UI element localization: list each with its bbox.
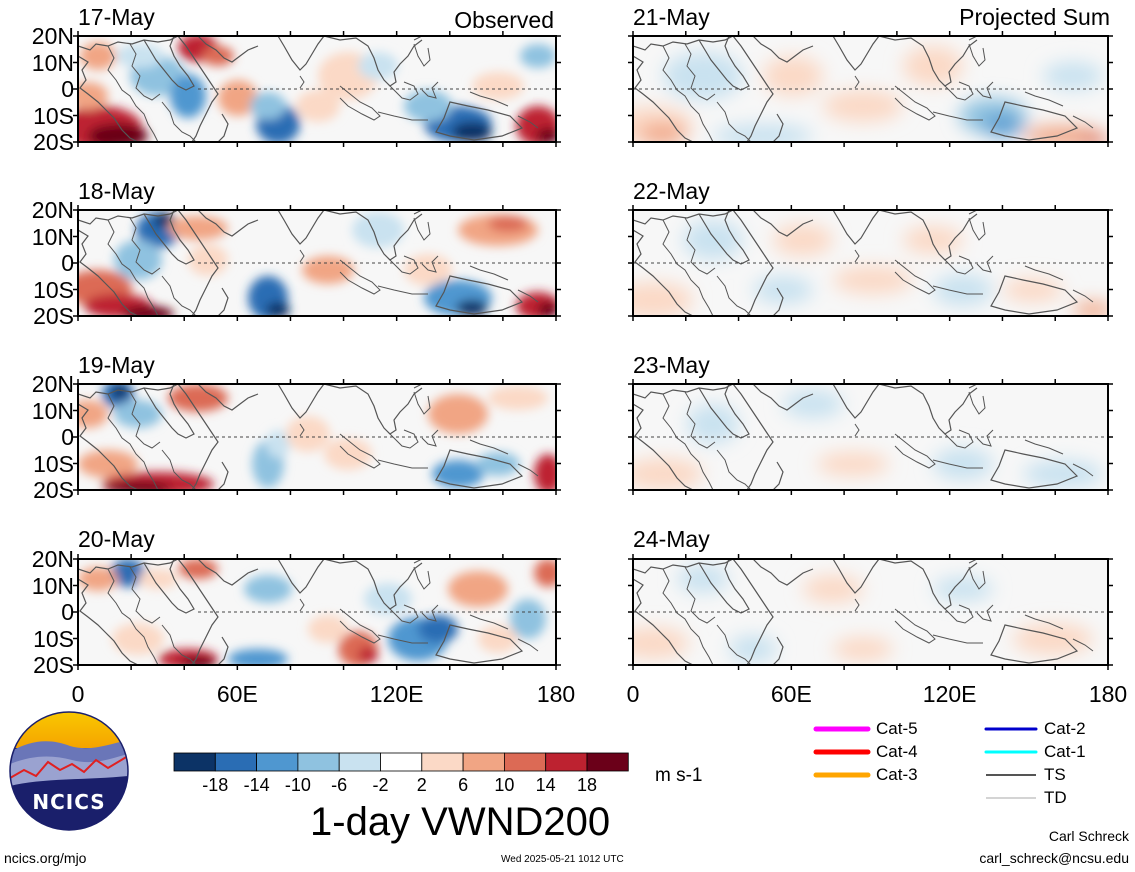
panel-date-projected-4: 24-May [633, 526, 710, 552]
lat-label: 20S [33, 652, 74, 678]
map-panel-21-may [632, 35, 1109, 143]
colorbar-swatch [380, 752, 423, 772]
lat-label: 10S [33, 276, 74, 303]
lat-label: 20N [31, 197, 74, 223]
main-title: 1-day VWND200 [310, 800, 611, 844]
lat-label: 20N [31, 23, 74, 49]
legend-label-cat5: Cat-5 [876, 719, 918, 738]
lat-label: 20S [33, 303, 74, 329]
panel-date-observed-1: 17-May [78, 4, 155, 30]
lat-label: 20N [31, 546, 74, 572]
colorbar-swatch [421, 752, 464, 772]
lat-label: 0 [61, 250, 74, 276]
storm-legend-lines [813, 726, 1038, 799]
projected-label: Projected Sum [959, 4, 1110, 30]
panel-date-observed-4: 20-May [78, 526, 155, 552]
lon-label: 180 [1088, 681, 1128, 707]
lat-label: 0 [61, 76, 74, 102]
colorbar-swatch [462, 752, 505, 772]
footer-url[interactable]: ncics.org/mjo [4, 850, 87, 866]
colorbar-swatch [586, 752, 629, 772]
colorbar-tick-label: 6 [458, 775, 469, 795]
colorbar-tick-label: -14 [243, 775, 270, 795]
lat-label: 10N [31, 49, 74, 76]
lon-label: 120E [369, 681, 424, 707]
colorbar-swatch [338, 752, 381, 772]
colorbar-swatch [214, 752, 257, 772]
panel-date-observed-3: 19-May [78, 352, 155, 378]
panel-date-observed-2: 18-May [78, 178, 155, 204]
lon-label: 0 [626, 681, 640, 707]
lat-label: 10S [33, 625, 74, 652]
lat-label: 10S [33, 102, 74, 129]
lat-label: 10S [33, 450, 74, 477]
colorbar-swatch [545, 752, 588, 772]
colorbar-tick-label: -18 [202, 775, 229, 795]
map-panel-19-may [77, 383, 557, 491]
colorbar [173, 752, 629, 772]
colorbar-tick-label: 2 [416, 775, 427, 795]
ncics-logo [9, 711, 129, 831]
map-panel-20-may [77, 558, 557, 666]
lat-label: 20S [33, 477, 74, 503]
legend-label-cat3: Cat-3 [876, 765, 918, 784]
panel-date-projected-2: 22-May [633, 178, 710, 204]
colorbar-tick-label: 14 [535, 775, 556, 795]
map-panel-17-may [77, 35, 557, 143]
lat-label: 10N [31, 397, 74, 424]
footer-email[interactable]: carl_schreck@ncsu.edu [979, 850, 1129, 866]
lon-label: 120E [922, 681, 977, 707]
lat-label: 0 [61, 424, 74, 450]
observed-label: Observed [454, 7, 554, 33]
map-panel-23-may [632, 383, 1109, 491]
map-panel-18-may [77, 209, 557, 317]
lon-label: 0 [71, 681, 85, 707]
lon-label: 180 [536, 681, 576, 707]
colorbar-swatch [173, 752, 216, 772]
legend-label-cat2: Cat-2 [1044, 719, 1086, 738]
legend-label-td: TD [1044, 788, 1067, 807]
lat-label: 10N [31, 223, 74, 250]
lat-label: 10N [31, 572, 74, 599]
legend-label-ts: TS [1044, 765, 1066, 784]
panel-date-projected-1: 21-May [633, 4, 710, 30]
legend-label-cat4: Cat-4 [876, 742, 918, 761]
colorbar-swatch [297, 752, 340, 772]
footer-timestamp: Wed 2025-05-21 1012 UTC [501, 854, 624, 865]
colorbar-tick-label: 10 [494, 775, 515, 795]
logo-text: NCICS [32, 790, 106, 814]
legend-label-cat1: Cat-1 [1044, 742, 1086, 761]
lat-label: 0 [61, 599, 74, 625]
colorbar-tick-label: 18 [576, 775, 598, 795]
lat-label: 20N [31, 371, 74, 397]
lon-label: 60E [216, 681, 258, 707]
map-panel-22-may [632, 209, 1109, 317]
panel-date-projected-3: 23-May [633, 352, 710, 378]
colorbar-swatch [503, 752, 547, 772]
colorbar-tick-label: -6 [331, 775, 348, 795]
colorbar-units: m s-1 [655, 765, 703, 786]
footer-author: Carl Schreck [1048, 828, 1129, 844]
lon-label: 60E [770, 681, 812, 707]
lat-label: 20S [33, 129, 74, 155]
colorbar-swatch [256, 752, 299, 772]
colorbar-tick-label: -10 [284, 775, 311, 795]
colorbar-tick-label: -2 [372, 775, 389, 795]
map-panel-24-may [632, 558, 1109, 666]
